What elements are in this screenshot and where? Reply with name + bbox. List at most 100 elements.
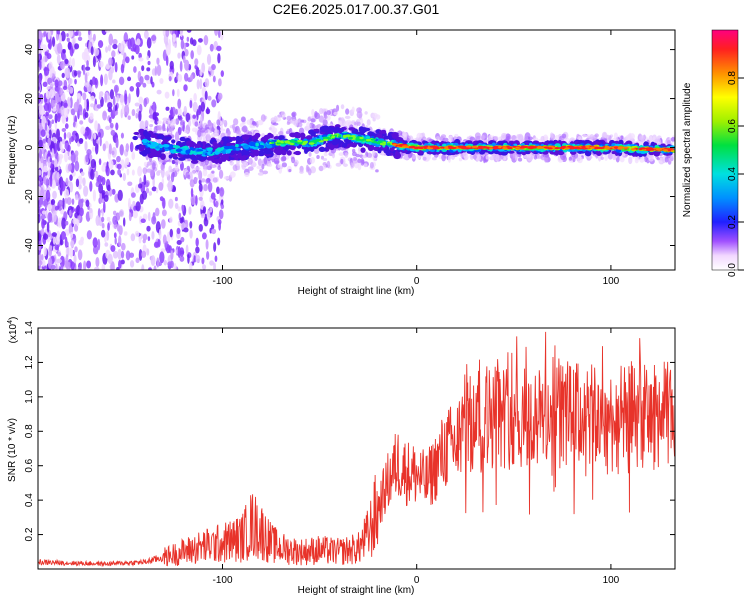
- spectrogram-cell: [97, 238, 101, 251]
- spectrogram-cell: [132, 200, 136, 207]
- spectrogram-cell: [195, 246, 200, 254]
- spectrogram-cell: [149, 169, 154, 177]
- spectrogram-cell: [179, 136, 186, 142]
- spectrogram-cell: [43, 246, 47, 257]
- spectrogram-cell: [299, 170, 304, 174]
- spectrogram-cell: [60, 60, 65, 70]
- spectrogram-cell: [70, 152, 76, 164]
- spectrogram-cell: [88, 41, 91, 53]
- spectrogram-cell: [71, 198, 75, 205]
- spectrogram-cell: [85, 54, 91, 63]
- spectrogram-cell: [79, 207, 84, 217]
- spectrogram-cell: [58, 33, 62, 44]
- spectrogram-cell: [108, 33, 114, 46]
- spectrogram-cell: [174, 164, 179, 171]
- spectrogram-cell: [357, 162, 362, 171]
- spectrogram-cell: [184, 59, 190, 71]
- spectrogram-cell: [190, 157, 199, 161]
- spectrogram-cell: [233, 118, 239, 126]
- spectrogram-cell: [151, 143, 158, 148]
- spectrogram-cell: [114, 110, 119, 116]
- spectrogram-cell: [582, 145, 586, 148]
- spectrogram-cell: [101, 216, 105, 223]
- spectrogram-cell: [112, 79, 116, 84]
- spectrogram-cell: [253, 149, 260, 157]
- spectrogram-cell: [179, 60, 183, 72]
- spectrogram-cell: [656, 157, 660, 161]
- spectrogram-cell: [116, 155, 121, 163]
- spectrogram-cell: [202, 264, 207, 270]
- spectrogram-cell: [475, 154, 482, 162]
- spectrogram-cell: [607, 152, 613, 160]
- spectrogram-cell: [102, 143, 106, 152]
- spectrogram-cell: [308, 142, 315, 145]
- spectrogram-cell: [38, 128, 41, 139]
- spectrogram-cell: [184, 219, 188, 224]
- spectrogram-cell: [207, 181, 213, 193]
- spectrogram-cell: [60, 263, 64, 270]
- spectrogram-cell: [164, 242, 168, 248]
- spectrogram-cell: [323, 152, 328, 157]
- spectrogram-cell: [120, 242, 126, 251]
- spectrogram-cell: [54, 236, 61, 245]
- spectrogram-cell: [276, 140, 281, 143]
- spectrogram-cell: [210, 223, 215, 230]
- spectrogram-cell: [164, 171, 170, 177]
- spectrogram-cell: [69, 174, 73, 181]
- spectrogram-cell: [617, 146, 624, 149]
- spectrogram-cell: [72, 218, 76, 224]
- spectrogram-cell: [157, 170, 162, 174]
- spectrogram-cell: [537, 146, 543, 149]
- spectrogram-cell: [189, 99, 193, 109]
- spectrogram-cell: [271, 127, 278, 133]
- spectrogram-cell: [246, 119, 253, 126]
- spectrogram-cell: [49, 157, 53, 163]
- spectrogram-cell: [42, 81, 48, 88]
- spectrogram-cell: [39, 103, 43, 115]
- spectrogram-cell: [211, 228, 217, 235]
- spectrogram-cell: [168, 154, 173, 159]
- spectrogram-cell: [82, 177, 86, 187]
- spectrogram-cell: [142, 167, 148, 175]
- spectrogram-cell: [54, 158, 58, 168]
- spectrogram-cell: [248, 141, 256, 147]
- figure-title: C2E6.2025.017.00.37.G01: [273, 1, 440, 17]
- spectrogram-cell: [83, 185, 89, 197]
- spectrogram-cell: [127, 115, 131, 120]
- spectrogram-cell: [47, 137, 51, 146]
- spectrogram-cell: [44, 122, 48, 132]
- spectrogram-cell: [601, 131, 608, 140]
- spectrogram-cell: [157, 124, 163, 131]
- spectrogram-cell: [223, 145, 231, 150]
- spectrogram-cell: [582, 133, 586, 138]
- spectrogram-cell: [150, 76, 153, 85]
- spectrogram-cell: [244, 171, 250, 178]
- spectrogram-cell: [577, 136, 582, 141]
- spectrogram-cell: [662, 149, 669, 152]
- spectrogram-cell: [38, 96, 41, 104]
- spectrogram-cell: [189, 179, 195, 188]
- spectrogram-cell: [77, 249, 83, 261]
- spectrogram-cell: [211, 63, 216, 71]
- spectrogram-cell: [297, 142, 303, 145]
- spectrogram-cell: [111, 50, 116, 58]
- spectrogram-cell: [94, 120, 98, 131]
- spectrogram-cell: [242, 144, 250, 150]
- spectrogram-cell: [171, 159, 176, 165]
- spectrogram-cell: [170, 126, 174, 131]
- spectrogram-cell: [236, 165, 241, 171]
- spectrogram-cell: [666, 139, 671, 146]
- spectrogram-cell: [180, 222, 186, 230]
- spectrogram-cell: [272, 122, 279, 126]
- spectrogram-cell: [489, 147, 493, 150]
- spectrogram-cell: [165, 44, 171, 56]
- spectrogram-cell: [241, 134, 250, 141]
- spectrogram-cell: [254, 155, 258, 161]
- spectrogram-cell: [42, 176, 47, 184]
- spectrogram-cell: [82, 64, 86, 76]
- spectrogram-cell: [527, 146, 534, 150]
- spectrogram-cell: [41, 210, 47, 215]
- spectrogram-cell: [305, 164, 309, 173]
- spectrogram-cell: [442, 137, 449, 142]
